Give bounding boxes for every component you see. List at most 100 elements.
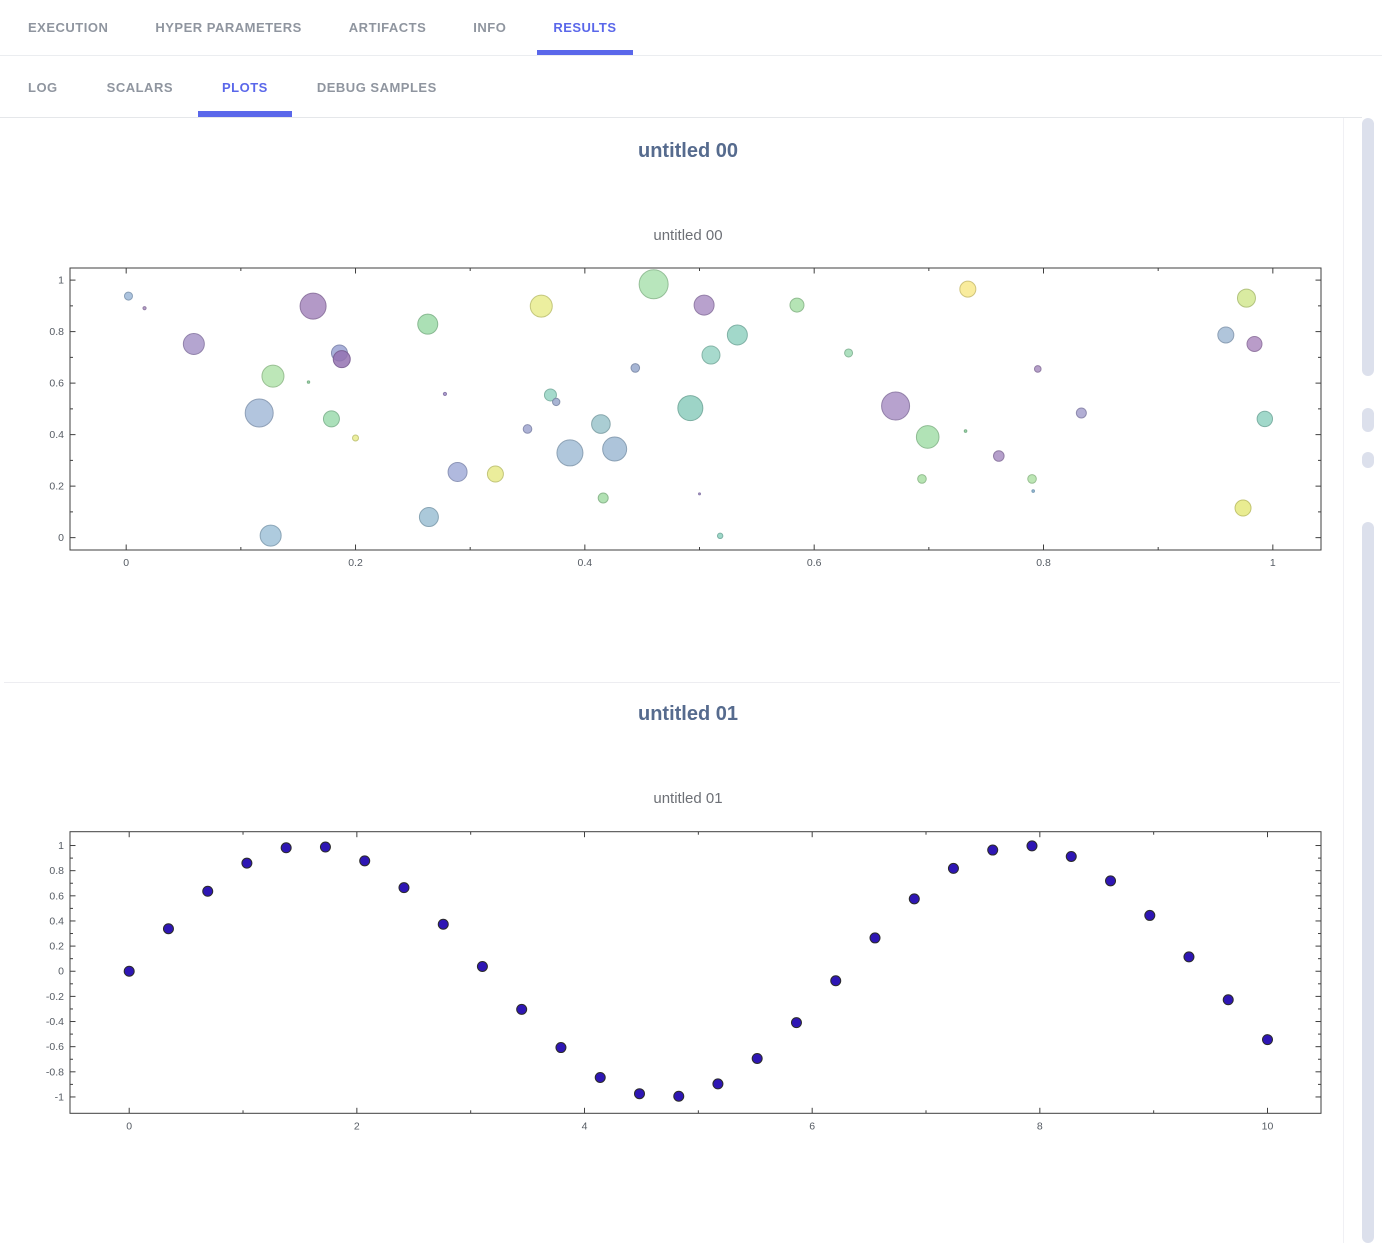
bubble-point (844, 348, 854, 358)
bubble-point (244, 398, 274, 428)
svg-text:0: 0 (58, 966, 64, 978)
bubble-point (726, 324, 748, 346)
scatter-point (908, 893, 920, 905)
bubble-point (716, 532, 724, 540)
bubble-point (1236, 288, 1256, 308)
tab-plots[interactable]: PLOTS (198, 57, 292, 117)
bubble-point (529, 294, 553, 318)
bubble-point (261, 364, 285, 388)
scatter-point (1144, 909, 1156, 921)
bubble-point (1246, 335, 1263, 352)
tab-execution[interactable]: EXECUTION (28, 20, 109, 35)
svg-text:2: 2 (354, 1120, 360, 1132)
svg-text:0.4: 0.4 (49, 429, 64, 441)
bubble-point (123, 291, 133, 301)
svg-text:10: 10 (1262, 1120, 1274, 1132)
bubble-point (701, 345, 721, 365)
bubble-point (602, 436, 628, 462)
bubble-point (486, 465, 504, 483)
bubble-point (1033, 365, 1042, 373)
svg-text:1: 1 (1270, 557, 1276, 569)
bubble-point (597, 492, 609, 504)
bubble-point (789, 297, 805, 313)
scatter-point (555, 1042, 567, 1054)
bubble-point (1027, 474, 1037, 484)
bubble-point (963, 429, 968, 433)
scatter-point (1222, 994, 1234, 1006)
bubble-point (352, 434, 360, 442)
plot-title-untitled-00: untitled 00 (653, 227, 723, 244)
scrollbar-thumb[interactable] (1362, 408, 1374, 432)
svg-text:0.6: 0.6 (49, 890, 64, 902)
scatter-point (123, 965, 135, 977)
scatter-point (790, 1017, 802, 1029)
scatter-point (673, 1090, 685, 1102)
scatter-point (202, 885, 214, 897)
scatter-point (633, 1088, 645, 1100)
scatter-point (359, 855, 371, 867)
svg-text:0.2: 0.2 (49, 941, 64, 953)
svg-text:0: 0 (126, 1120, 132, 1132)
tab-hyper-parameters[interactable]: HYPER PARAMETERS (155, 20, 302, 35)
svg-text:-0.8: -0.8 (46, 1066, 64, 1078)
bubble-point (992, 450, 1005, 462)
scrollbar-thumb[interactable] (1362, 118, 1374, 376)
svg-text:0.6: 0.6 (49, 378, 64, 390)
svg-text:0.4: 0.4 (49, 915, 64, 927)
scatter-point (594, 1071, 606, 1083)
scrollbar-thumb[interactable] (1362, 522, 1374, 1243)
plot-frame (69, 831, 1322, 1114)
bubble-point (693, 294, 715, 316)
svg-text:0: 0 (58, 532, 64, 544)
primary-tab-bar: EXECUTION HYPER PARAMETERS ARTIFACTS INF… (0, 0, 1382, 56)
scatter-point (751, 1052, 763, 1064)
scatter-point (162, 923, 174, 935)
bubble-point (630, 363, 641, 373)
tab-results[interactable]: RESULTS (537, 0, 633, 55)
bubble-point (418, 507, 439, 528)
svg-text:-0.4: -0.4 (46, 1016, 64, 1028)
content-right-border (1343, 118, 1344, 1243)
bubble-point (442, 391, 448, 397)
svg-text:1: 1 (58, 840, 64, 852)
bubble-point (959, 280, 977, 298)
plot-untitled-01[interactable]: 0 2 4 6 8 10 -1 -0.8 -0.6 -0.4 -0.2 0 0.2 0.4 0.6 0.8 1 (46, 831, 1322, 1133)
scatter-point (1105, 875, 1117, 887)
svg-text:-1: -1 (55, 1091, 64, 1103)
plot-title-untitled-01: untitled 01 (653, 790, 723, 807)
bubble-point (332, 350, 351, 369)
scatter-point (987, 844, 999, 856)
section-heading-untitled-01: untitled 01 (637, 703, 738, 725)
plot-frame (69, 267, 1322, 551)
scatter-point (516, 1003, 528, 1015)
svg-text:-0.2: -0.2 (46, 991, 64, 1003)
svg-text:0.4: 0.4 (578, 557, 593, 569)
section-divider (4, 682, 1340, 683)
bubble-point (259, 524, 282, 547)
bubble-point (1031, 489, 1035, 493)
svg-text:0.8: 0.8 (49, 865, 64, 877)
scatter-point (1261, 1034, 1273, 1046)
tab-info[interactable]: INFO (473, 20, 507, 35)
scatter-point (1026, 840, 1038, 852)
tab-scalars[interactable]: SCALARS (106, 79, 174, 95)
bubble-point (1234, 499, 1252, 517)
tab-artifacts[interactable]: ARTIFACTS (348, 20, 427, 35)
scatter-point (398, 882, 410, 894)
scrollbar-thumb[interactable] (1362, 452, 1374, 468)
scatter-point (476, 960, 488, 972)
bubble-point (447, 461, 468, 482)
scatter-point (869, 932, 881, 944)
bubble-point (322, 410, 340, 428)
bubble-point (556, 439, 584, 467)
bubble-point (915, 425, 940, 449)
svg-text:1: 1 (58, 275, 64, 287)
bubble-point (543, 388, 557, 402)
tab-log[interactable]: LOG (28, 79, 58, 95)
tab-debug-samples[interactable]: DEBUG SAMPLES (316, 79, 437, 95)
bubble-point (142, 306, 147, 311)
plot-untitled-00[interactable]: 0 0.2 0.4 0.6 0.8 1 0 0.2 0.4 0.6 0.8 1 (49, 267, 1322, 569)
bubble-point (1075, 407, 1087, 419)
svg-text:-0.6: -0.6 (46, 1041, 64, 1053)
